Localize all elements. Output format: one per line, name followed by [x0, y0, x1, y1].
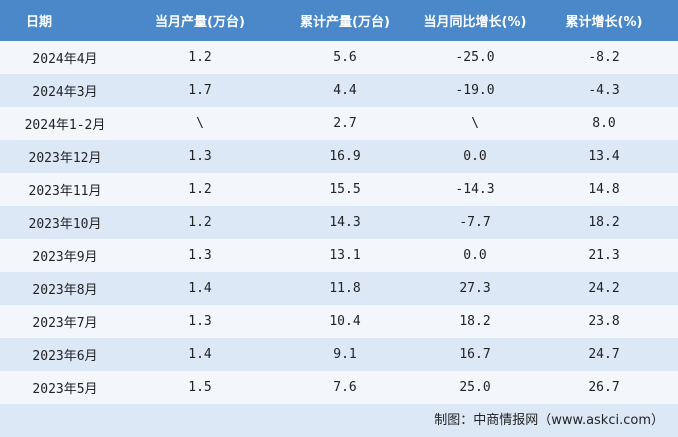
- table-cell: 1.3: [130, 305, 270, 338]
- table-row: 2023年6月 1.4 9.1 16.7 24.7: [0, 338, 678, 371]
- table-cell: 2024年4月: [0, 41, 130, 74]
- table-cell: 2024年3月: [0, 74, 130, 107]
- table-cell: 1.7: [130, 74, 270, 107]
- table-cell: -19.0: [420, 74, 530, 107]
- table-cell: 2.7: [270, 107, 420, 140]
- table-cell: 16.7: [420, 338, 530, 371]
- table-cell: 2023年9月: [0, 239, 130, 272]
- table-cell: 1.3: [130, 239, 270, 272]
- table-cell: 13.1: [270, 239, 420, 272]
- table-cell: 0.0: [420, 140, 530, 173]
- table-cell: 5.6: [270, 41, 420, 74]
- header-cell: 累计增长(%): [530, 0, 678, 41]
- table-cell: -25.0: [420, 41, 530, 74]
- table-cell: 27.3: [420, 272, 530, 305]
- table-cell: 21.3: [530, 239, 678, 272]
- table-cell: 11.8: [270, 272, 420, 305]
- header-row: 日期 当月产量(万台) 累计产量(万台) 当月同比增长(%) 累计增长(%): [0, 0, 678, 41]
- table-cell: 23.8: [530, 305, 678, 338]
- table-cell: 18.2: [420, 305, 530, 338]
- table-cell: 26.7: [530, 371, 678, 404]
- table-row: 2023年11月 1.2 15.5 -14.3 14.8: [0, 173, 678, 206]
- table-cell: \: [420, 107, 530, 140]
- table-cell: 4.4: [270, 74, 420, 107]
- table-cell: -14.3: [420, 173, 530, 206]
- table-cell: -4.3: [530, 74, 678, 107]
- table-cell: 1.5: [130, 371, 270, 404]
- table-cell: 24.7: [530, 338, 678, 371]
- table-cell: -7.7: [420, 206, 530, 239]
- table-cell: 25.0: [420, 371, 530, 404]
- header-cell: 日期: [0, 0, 130, 41]
- table-row: 2023年5月 1.5 7.6 25.0 26.7: [0, 371, 678, 404]
- table-cell: 8.0: [530, 107, 678, 140]
- footer: 制图：中商情报网（www.askci.com）: [0, 404, 678, 437]
- header-cell: 累计产量(万台): [270, 0, 420, 41]
- table-cell: 9.1: [270, 338, 420, 371]
- table-body: 2024年4月 1.2 5.6 -25.0 -8.2 2024年3月 1.7 4.4 -19.0…: [0, 41, 678, 404]
- data-table: 日期 当月产量(万台) 累计产量(万台) 当月同比增长(%) 累计增长(%) 2024年…: [0, 0, 678, 404]
- table-cell: 24.2: [530, 272, 678, 305]
- table-cell: 1.4: [130, 338, 270, 371]
- table-cell: 0.0: [420, 239, 530, 272]
- table-cell: 1.3: [130, 140, 270, 173]
- table-cell: 2023年11月: [0, 173, 130, 206]
- table-cell: 1.2: [130, 41, 270, 74]
- table-row: 2023年10月 1.2 14.3 -7.7 18.2: [0, 206, 678, 239]
- table-cell: 16.9: [270, 140, 420, 173]
- header-cell: 当月产量(万台): [130, 0, 270, 41]
- table-row: 2023年12月 1.3 16.9 0.0 13.4: [0, 140, 678, 173]
- table-row: 2024年4月 1.2 5.6 -25.0 -8.2: [0, 41, 678, 74]
- table-cell: 2024年1-2月: [0, 107, 130, 140]
- table-cell: 14.3: [270, 206, 420, 239]
- table-cell: 14.8: [530, 173, 678, 206]
- table-cell: 10.4: [270, 305, 420, 338]
- table-cell: 15.5: [270, 173, 420, 206]
- table-cell: 13.4: [530, 140, 678, 173]
- table-row: 2023年7月 1.3 10.4 18.2 23.8: [0, 305, 678, 338]
- table-cell: 1.2: [130, 206, 270, 239]
- table-row: 2023年9月 1.3 13.1 0.0 21.3: [0, 239, 678, 272]
- header-cell: 当月同比增长(%): [420, 0, 530, 41]
- table-cell: 7.6: [270, 371, 420, 404]
- table-row: 2023年8月 1.4 11.8 27.3 24.2: [0, 272, 678, 305]
- table-cell: 2023年6月: [0, 338, 130, 371]
- table-cell: -8.2: [530, 41, 678, 74]
- table-cell: 2023年12月: [0, 140, 130, 173]
- table-cell: 18.2: [530, 206, 678, 239]
- table-cell: \: [130, 107, 270, 140]
- table-cell: 2023年5月: [0, 371, 130, 404]
- table-row: 2024年1-2月 \ 2.7 \ 8.0: [0, 107, 678, 140]
- table-cell: 2023年8月: [0, 272, 130, 305]
- table-cell: 2023年7月: [0, 305, 130, 338]
- table-cell: 1.2: [130, 173, 270, 206]
- table-cell: 2023年10月: [0, 206, 130, 239]
- table-row: 2024年3月 1.7 4.4 -19.0 -4.3: [0, 74, 678, 107]
- table-cell: 1.4: [130, 272, 270, 305]
